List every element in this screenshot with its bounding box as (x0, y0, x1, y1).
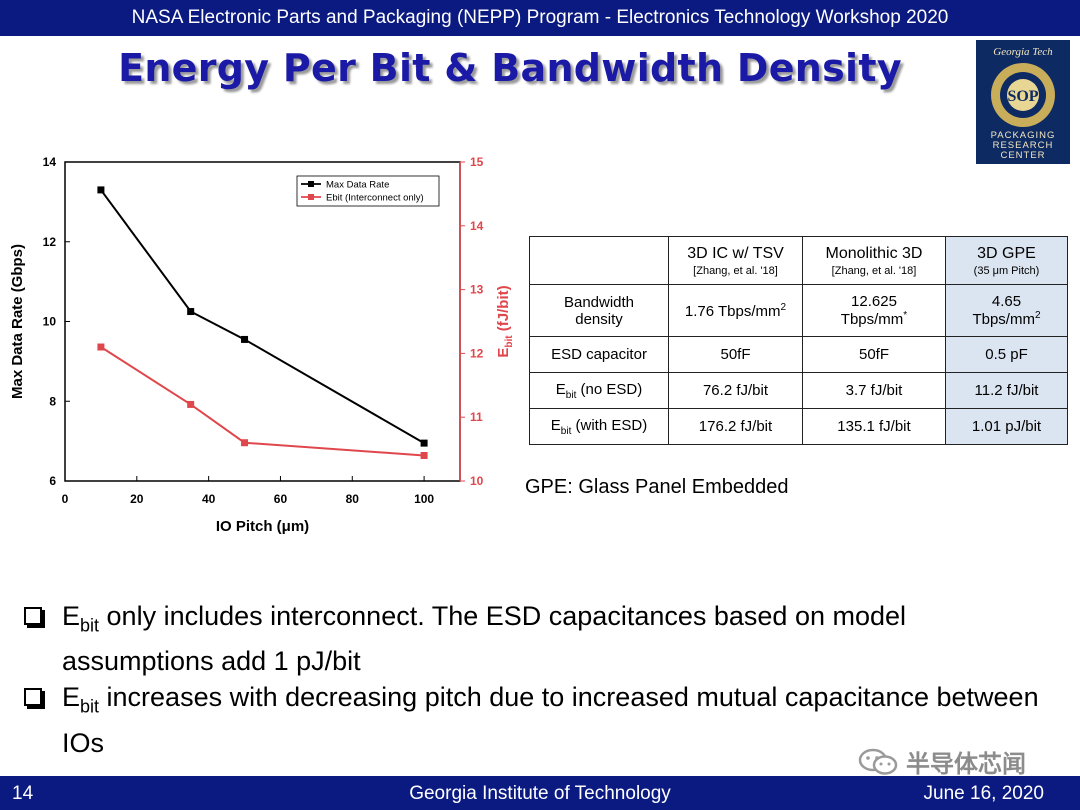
header-banner-text: NASA Electronic Parts and Packaging (NEP… (131, 7, 949, 28)
logo-seal-mark: SOP (1007, 88, 1038, 105)
watermark: 半导体芯闻 (858, 744, 1026, 779)
data-point-ebit (420, 451, 428, 459)
gpe-definition-note: GPE: Glass Panel Embedded (525, 476, 789, 498)
table-row-bandwidth: Bandwidth density 1.76 Tbps/mm2 12.625 T… (529, 284, 1068, 337)
data-point-max-data-rate (420, 439, 428, 447)
slide-title: Energy Per Bit & Bandwidth Density (118, 46, 902, 90)
table-row-esd-capacitor: ESD capacitor 50fF 50fF 0.5 pF (529, 336, 1068, 373)
cell-bandwidth-gpe: 4.65 Tbps/mm2 (945, 284, 1068, 337)
y-left-tick-label: 6 (49, 474, 56, 488)
logo-georgia-tech: Georgia Tech (993, 46, 1053, 58)
data-point-ebit (97, 343, 105, 351)
logo-line-center: CENTER (1000, 150, 1045, 161)
y-right-tick-label: 15 (470, 155, 484, 169)
y-right-tick-label: 12 (470, 346, 484, 360)
table-header-tsv: 3D IC w/ TSV [Zhang, et al. '18] (668, 236, 803, 285)
data-point-max-data-rate (97, 186, 105, 194)
cell-bandwidth-tsv: 1.76 Tbps/mm2 (668, 284, 803, 337)
footer-organization: Georgia Institute of Technology (409, 783, 671, 804)
logo-seal-core (1007, 79, 1039, 111)
row-label-bandwidth: Bandwidth density (529, 284, 669, 337)
row-label-ebit-no-esd: Ebit (no ESD) (529, 372, 669, 409)
header-banner: NASA Electronic Parts and Packaging (NEP… (0, 0, 1080, 36)
checkbox-bullet-icon (24, 688, 42, 707)
x-tick-label: 0 (62, 492, 69, 506)
logo-line-research: RESEARCH (993, 140, 1054, 151)
y-right-tick-label: 13 (470, 283, 484, 297)
legend-label: Ebit (Interconnect only) (326, 193, 424, 204)
row-label-ebit-with-esd: Ebit (with ESD) (529, 408, 669, 445)
data-point-max-data-rate (241, 335, 249, 343)
y-left-tick-label: 10 (43, 315, 57, 329)
y-right-tick-label: 14 (470, 219, 484, 233)
cell-bandwidth-monolithic: 12.625 Tbps/mm* (802, 284, 946, 337)
table-header-empty (529, 236, 669, 285)
table-header-monolithic: Monolithic 3D [Zhang, et al. '18] (802, 236, 946, 285)
row-label-esd: ESD capacitor (529, 336, 669, 373)
cell-esd-tsv: 50fF (668, 336, 803, 373)
data-point-max-data-rate (187, 308, 195, 316)
y-right-tick-label: 10 (470, 474, 484, 488)
cell-esd-gpe: 0.5 pF (945, 336, 1068, 373)
bullet-item-1: Ebit only includes interconnect. The ESD… (22, 598, 1062, 679)
y-right-tick-label: 11 (470, 410, 483, 424)
x-tick-label: 40 (202, 492, 216, 506)
footer-page-number: 14 (12, 783, 34, 804)
data-point-ebit (187, 400, 195, 408)
footer-bar: 14 Georgia Institute of Technology June … (0, 776, 1080, 810)
footer-date: June 16, 2020 (923, 783, 1044, 804)
series-line-max-data-rate (100, 189, 425, 444)
chart-max-data-rate-vs-io-pitch: 0 20 40 60 80 100 6 8 10 12 14 10 11 12 13 14 15 IO Pitch… (9, 155, 515, 535)
cell-ebit-no-esd-gpe: 11.2 fJ/bit (945, 372, 1068, 409)
cell-esd-monolithic: 50fF (802, 336, 946, 373)
cell-ebit-no-esd-monolithic: 3.7 fJ/bit (802, 372, 946, 409)
series-line-ebit (100, 346, 425, 457)
x-tick-label: 20 (130, 492, 144, 506)
table-header-gpe: 3D GPE (35 μm Pitch) (945, 236, 1068, 285)
checkbox-bullet-icon (24, 607, 42, 625)
comparison-table: 3D IC w/ TSV [Zhang, et al. '18] Monolit… (529, 236, 1068, 445)
x-tick-label: 100 (414, 492, 434, 506)
table-header-row: 3D IC w/ TSV [Zhang, et al. '18] Monolit… (529, 236, 1068, 285)
legend-box (296, 175, 440, 207)
cell-ebit-with-esd-tsv: 176.2 fJ/bit (668, 408, 803, 445)
legend-swatch-marker (308, 194, 314, 200)
watermark-text: 半导体芯闻 (906, 751, 1026, 778)
packaging-research-center-logo: Georgia Tech SOP PACKAGING RESEARCH CENT… (976, 40, 1070, 164)
y-left-tick-label: 12 (43, 235, 57, 249)
legend-swatch-marker (308, 181, 314, 187)
legend-label: Max Data Rate (326, 180, 389, 191)
table-row-ebit-no-esd: Ebit (no ESD) 76.2 fJ/bit 3.7 fJ/bit 11.… (529, 372, 1068, 409)
cell-ebit-with-esd-monolithic: 135.1 fJ/bit (802, 408, 946, 445)
logo-line-packaging: PACKAGING (991, 130, 1056, 141)
y-left-tick-label: 14 (43, 155, 57, 169)
bullet-list: Ebit only includes interconnect. The ESD… (22, 598, 1062, 761)
plot-frame (64, 161, 461, 482)
y-left-tick-label: 8 (49, 394, 56, 408)
x-tick-label: 60 (274, 492, 288, 506)
data-point-ebit (241, 439, 249, 447)
x-tick-label: 80 (346, 492, 360, 506)
cell-ebit-with-esd-gpe: 1.01 pJ/bit (945, 408, 1068, 445)
wechat-icon (858, 748, 898, 775)
bullet-item-2: Ebit increases with decreasing pitch due… (22, 679, 1062, 760)
cell-ebit-no-esd-tsv: 76.2 fJ/bit (668, 372, 803, 409)
y-right-axis-label: Ebit (fJ/bit) (495, 285, 515, 357)
table-row-ebit-with-esd: Ebit (with ESD) 176.2 fJ/bit 135.1 fJ/bi… (529, 408, 1068, 445)
y-left-axis-label: Max Data Rate (Gbps) (9, 244, 26, 399)
x-axis-label: IO Pitch (μm) (216, 518, 309, 535)
